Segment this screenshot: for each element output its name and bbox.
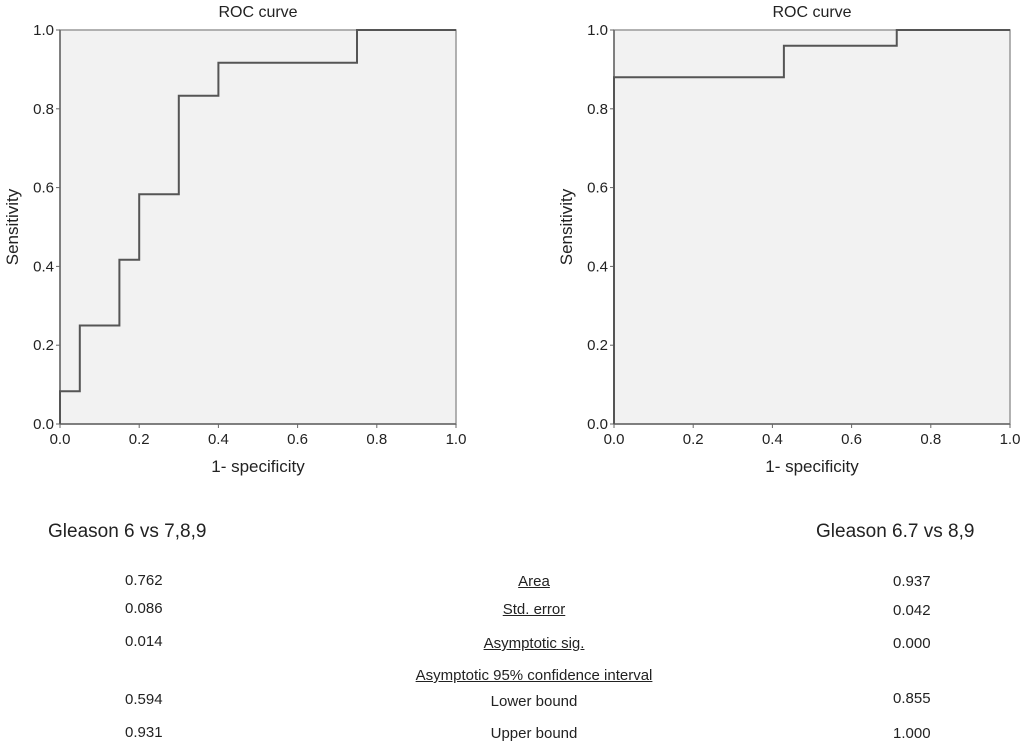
- chart-title: ROC curve: [218, 4, 297, 21]
- x-tick-label: 0.8: [366, 431, 387, 448]
- y-tick-label: 0.0: [33, 416, 54, 433]
- x-tick-label: 0.2: [683, 431, 704, 448]
- ci-header: Asymptotic 95% confidence interval: [415, 667, 653, 684]
- x-tick-label: 0.4: [208, 431, 229, 448]
- y-tick-label: 0.0: [587, 416, 608, 433]
- upper-label: Upper bound: [490, 725, 578, 742]
- y-tick-label: 0.6: [33, 180, 54, 197]
- area-left: 0.762: [125, 572, 163, 589]
- stderr-right: 0.042: [893, 602, 931, 619]
- x-axis-label: 1- specificity: [765, 457, 859, 476]
- x-tick-label: 0.0: [604, 431, 625, 448]
- upper-right: 1.000: [893, 725, 931, 742]
- x-tick-label: 1.0: [446, 431, 467, 448]
- plot-area: [613, 29, 1011, 425]
- area-right: 0.937: [893, 573, 931, 590]
- x-tick-label: 0.0: [50, 431, 71, 448]
- stderr-label: Std. error: [502, 601, 566, 618]
- x-axis-label: 1- specificity: [211, 457, 305, 476]
- lower-label: Lower bound: [490, 693, 578, 710]
- x-tick-label: 0.6: [841, 431, 862, 448]
- y-tick-label: 0.8: [587, 101, 608, 118]
- lower-left: 0.594: [125, 691, 163, 708]
- y-tick-label: 0.2: [33, 337, 54, 354]
- y-tick-label: 0.4: [33, 258, 54, 275]
- lower-right: 0.855: [893, 690, 931, 707]
- x-tick-label: 0.6: [287, 431, 308, 448]
- right-subtitle: Gleason 6.7 vs 8,9: [816, 521, 975, 542]
- x-tick-label: 1.0: [1000, 431, 1021, 448]
- roc-curve: [59, 29, 456, 424]
- y-tick-label: 1.0: [587, 22, 608, 39]
- area-label: Area: [518, 573, 550, 590]
- sig-left: 0.014: [125, 633, 163, 650]
- y-axis-label: Sensitivity: [557, 188, 576, 265]
- y-axis-label: Sensitivity: [3, 188, 22, 265]
- y-tick-label: 0.8: [33, 101, 54, 118]
- y-tick-label: 0.2: [587, 337, 608, 354]
- x-tick-label: 0.2: [129, 431, 150, 448]
- y-tick-label: 0.4: [587, 258, 608, 275]
- stderr-left: 0.086: [125, 600, 163, 617]
- plot-area: [59, 29, 457, 425]
- upper-left: 0.931: [125, 724, 163, 741]
- x-tick-label: 0.4: [762, 431, 783, 448]
- sig-right: 0.000: [893, 635, 931, 652]
- roc-plots: 0.0 0.2 0.4 0.6 0.8 1.0 0.0 0.2 0.4 0.6 0.8 1.0 ROC …: [3, 4, 1021, 476]
- x-tick-label: 0.8: [920, 431, 941, 448]
- y-tick-label: 1.0: [33, 22, 54, 39]
- y-tick-label: 0.6: [587, 180, 608, 197]
- chart-title: ROC curve: [772, 4, 851, 21]
- left-subtitle: Gleason 6 vs 7,8,9: [48, 521, 207, 542]
- roc-curve: [613, 29, 1010, 424]
- sig-label: Asymptotic sig.: [483, 635, 585, 652]
